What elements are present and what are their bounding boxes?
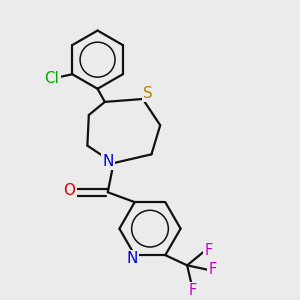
Text: N: N [103, 154, 114, 169]
Text: F: F [209, 262, 217, 277]
Text: Cl: Cl [44, 71, 59, 86]
Text: F: F [204, 243, 212, 258]
Text: F: F [189, 283, 197, 298]
Text: N: N [126, 251, 137, 266]
Text: S: S [143, 86, 153, 101]
Text: O: O [63, 183, 75, 198]
